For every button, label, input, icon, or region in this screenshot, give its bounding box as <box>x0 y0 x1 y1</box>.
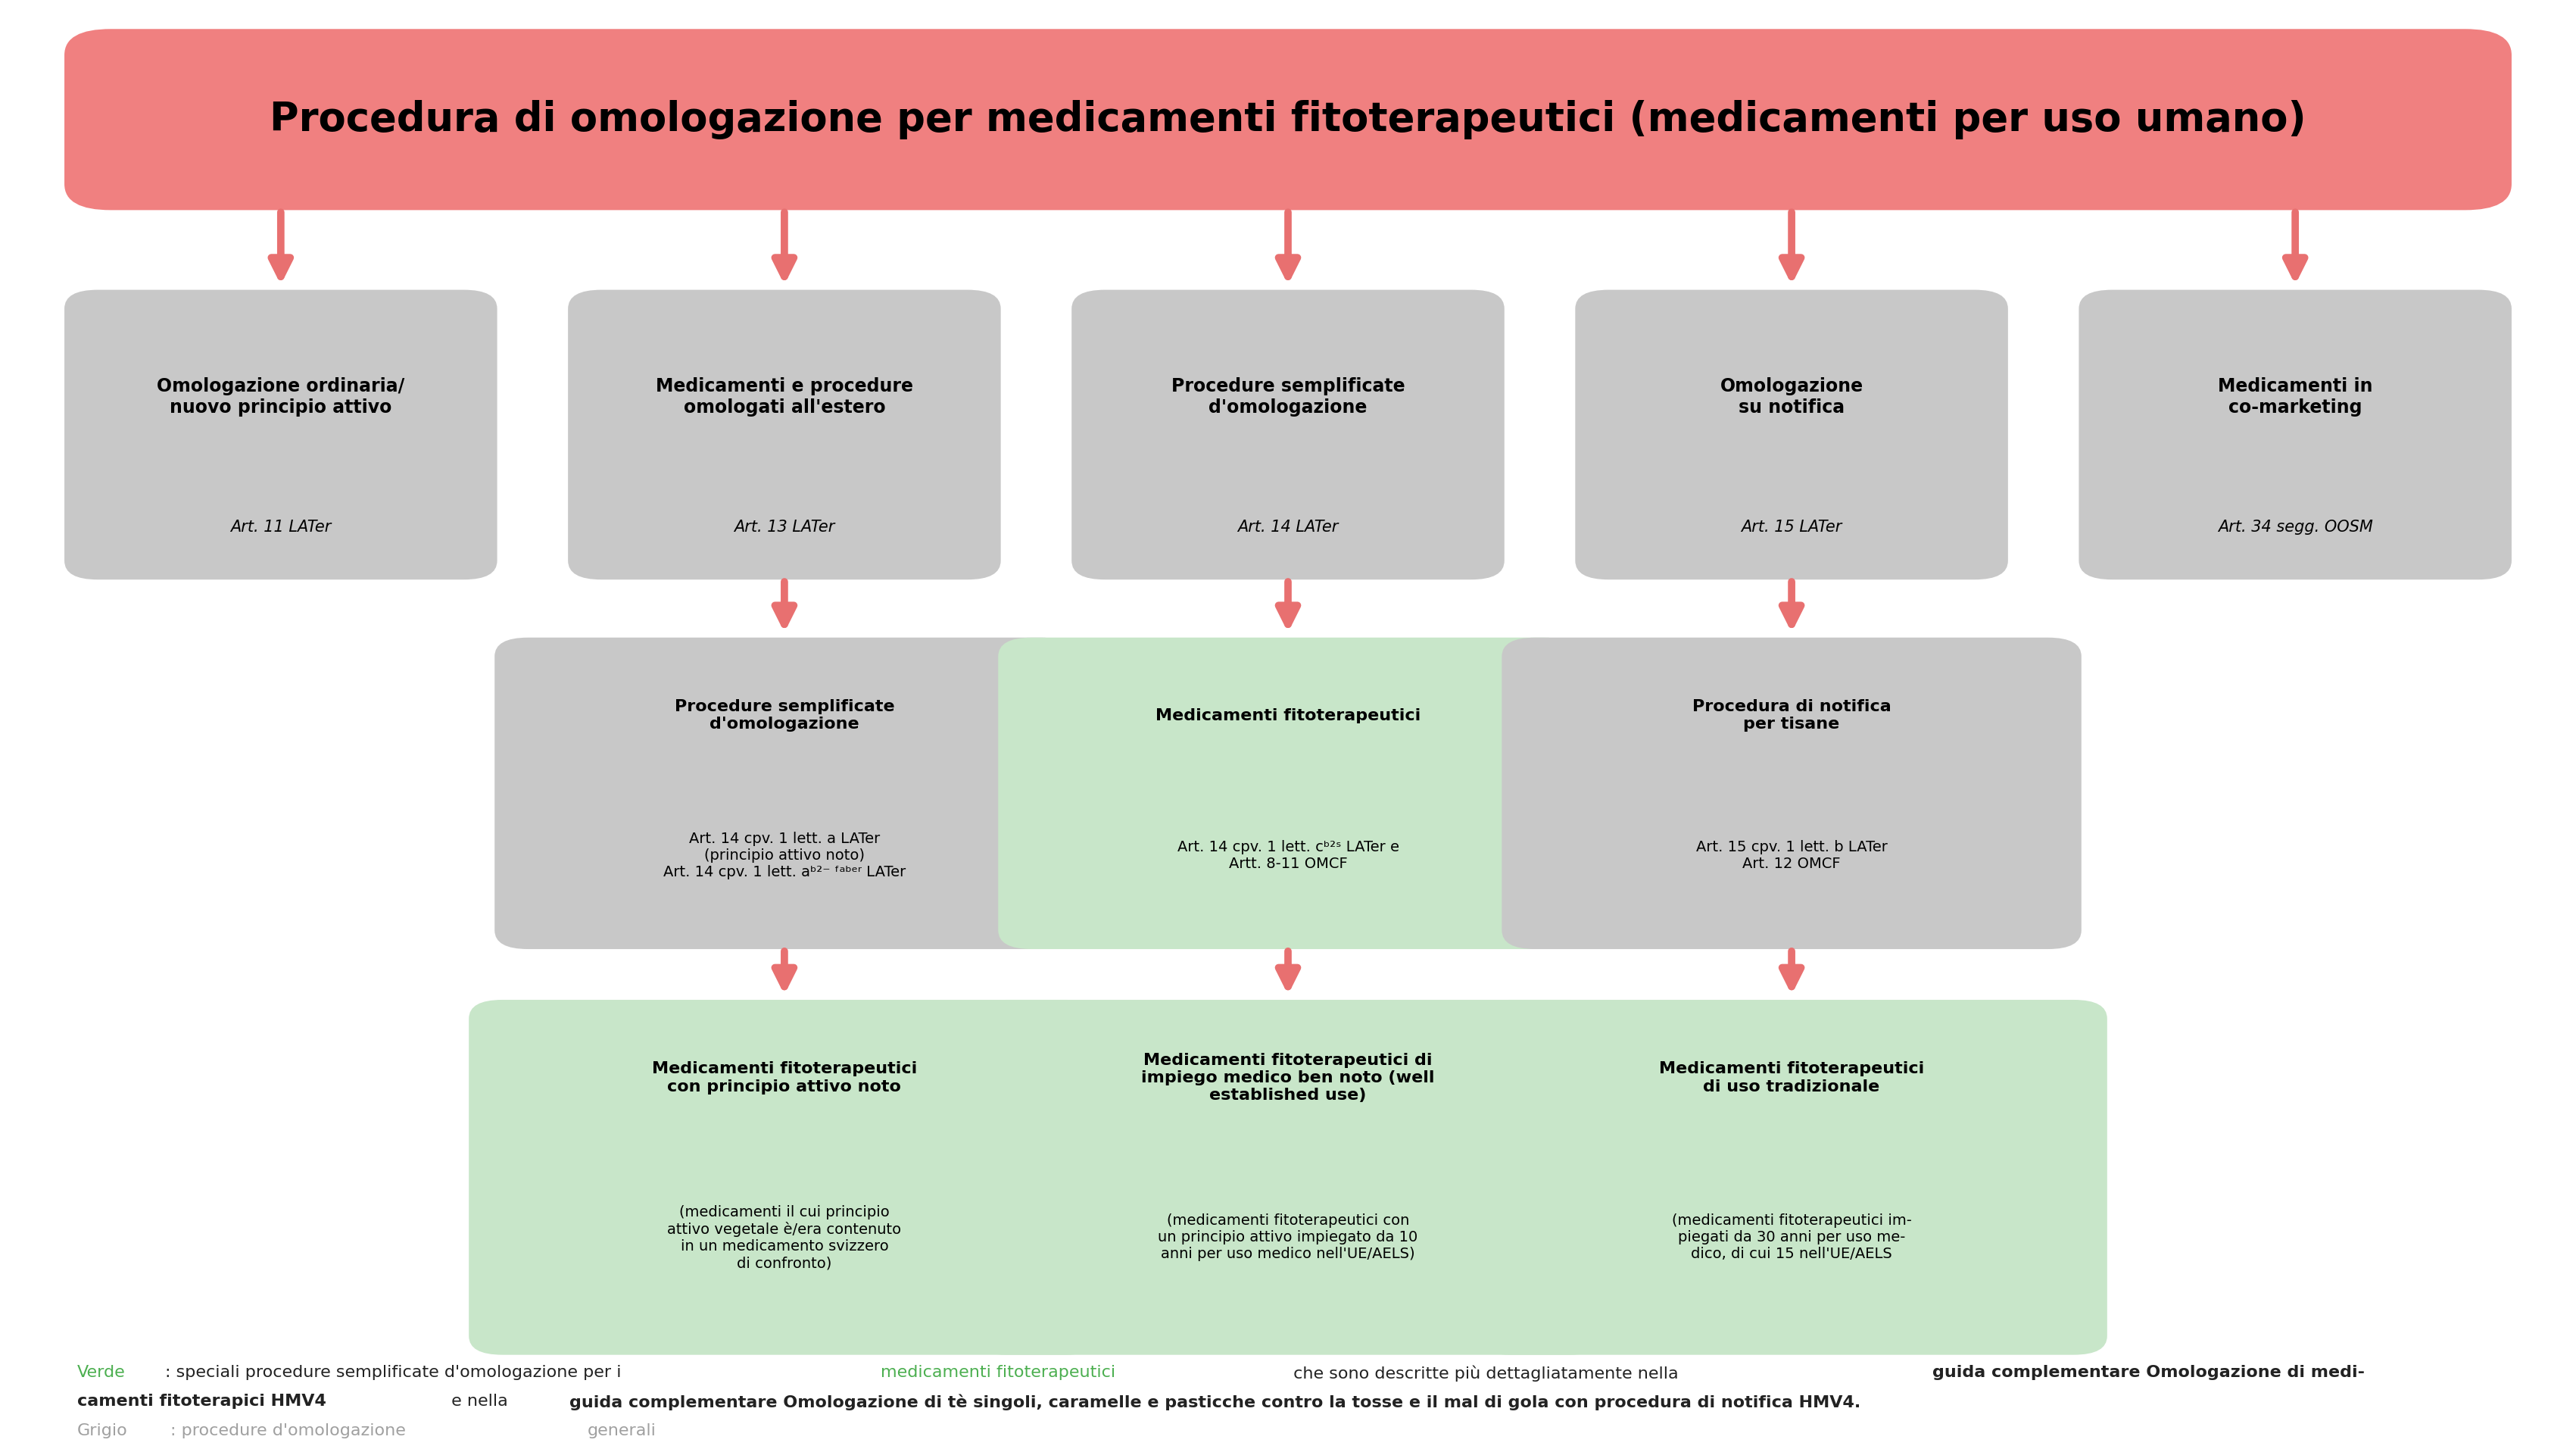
Text: Grigio: Grigio <box>77 1423 129 1437</box>
Text: Medicamenti e procedure
omologati all'estero: Medicamenti e procedure omologati all'es… <box>657 377 912 417</box>
Text: Medicamenti fitoterapeutici
con principio attivo noto: Medicamenti fitoterapeutici con principi… <box>652 1062 917 1094</box>
Text: Art. 15 LATer: Art. 15 LATer <box>1741 520 1842 535</box>
FancyBboxPatch shape <box>2079 290 2512 580</box>
Text: : speciali procedure semplificate d'omologazione per i: : speciali procedure semplificate d'omol… <box>165 1365 626 1379</box>
Text: Medicamenti fitoterapeutici di
impiego medico ben noto (well
established use): Medicamenti fitoterapeutici di impiego m… <box>1141 1053 1435 1103</box>
Text: medicamenti fitoterapeutici: medicamenti fitoterapeutici <box>881 1365 1115 1379</box>
FancyBboxPatch shape <box>971 1000 1602 1355</box>
Text: Art. 14 cpv. 1 lett. cᵇ²ˢ LATer e
Artt. 8-11 OMCF: Art. 14 cpv. 1 lett. cᵇ²ˢ LATer e Artt. … <box>1177 840 1399 871</box>
Text: Art. 34 segg. OOSM: Art. 34 segg. OOSM <box>2218 520 2372 535</box>
FancyBboxPatch shape <box>999 638 1577 949</box>
Text: guida complementare Omologazione di medi-: guida complementare Omologazione di medi… <box>1932 1365 2365 1379</box>
Text: Art. 11 LATer: Art. 11 LATer <box>229 520 332 535</box>
Text: e nella: e nella <box>446 1394 513 1408</box>
FancyBboxPatch shape <box>567 290 999 580</box>
Text: guida complementare Omologazione di tè singoli, caramelle e pasticche contro la : guida complementare Omologazione di tè s… <box>569 1394 1860 1410</box>
FancyBboxPatch shape <box>1072 290 1504 580</box>
Text: (medicamenti il cui principio
attivo vegetale è/era contenuto
in un medicamento : (medicamenti il cui principio attivo veg… <box>667 1206 902 1271</box>
FancyBboxPatch shape <box>1574 290 2009 580</box>
Text: Medicamenti in
co-marketing: Medicamenti in co-marketing <box>2218 377 2372 417</box>
Text: Medicamenti fitoterapeutici: Medicamenti fitoterapeutici <box>1157 709 1419 723</box>
Text: Art. 14 LATer: Art. 14 LATer <box>1236 520 1340 535</box>
Text: generali: generali <box>587 1423 657 1437</box>
Text: (medicamenti fitoterapeutici im-
piegati da 30 anni per uso me-
dico, di cui 15 : (medicamenti fitoterapeutici im- piegati… <box>1672 1214 1911 1262</box>
FancyBboxPatch shape <box>64 29 2512 210</box>
Text: camenti fitoterapici HMV4: camenti fitoterapici HMV4 <box>77 1394 327 1408</box>
Text: Procedure semplificate
d'omologazione: Procedure semplificate d'omologazione <box>675 698 894 732</box>
Text: Verde: Verde <box>77 1365 126 1379</box>
Text: Art. 14 cpv. 1 lett. a LATer
(principio attivo noto)
Art. 14 cpv. 1 lett. aᵇ²⁻ ᶠ: Art. 14 cpv. 1 lett. a LATer (principio … <box>662 832 907 880</box>
FancyBboxPatch shape <box>469 1000 1100 1355</box>
Text: : procedure d'omologazione: : procedure d'omologazione <box>170 1423 410 1437</box>
FancyBboxPatch shape <box>1502 638 2081 949</box>
FancyBboxPatch shape <box>495 638 1074 949</box>
Text: Procedura di notifica
per tisane: Procedura di notifica per tisane <box>1692 698 1891 732</box>
FancyBboxPatch shape <box>64 290 497 580</box>
Text: Omologazione ordinaria/
nuovo principio attivo: Omologazione ordinaria/ nuovo principio … <box>157 377 404 417</box>
Text: che sono descritte più dettagliatamente nella: che sono descritte più dettagliatamente … <box>1288 1365 1685 1381</box>
FancyBboxPatch shape <box>1476 1000 2107 1355</box>
Text: Procedure semplificate
d'omologazione: Procedure semplificate d'omologazione <box>1172 377 1404 417</box>
Text: Procedura di omologazione per medicamenti fitoterapeutici (medicamenti per uso u: Procedura di omologazione per medicament… <box>270 100 2306 139</box>
Text: Omologazione
su notifica: Omologazione su notifica <box>1721 377 1862 417</box>
Text: Art. 15 cpv. 1 lett. b LATer
Art. 12 OMCF: Art. 15 cpv. 1 lett. b LATer Art. 12 OMC… <box>1695 840 1888 871</box>
Text: Art. 13 LATer: Art. 13 LATer <box>734 520 835 535</box>
Text: Medicamenti fitoterapeutici
di uso tradizionale: Medicamenti fitoterapeutici di uso tradi… <box>1659 1062 1924 1094</box>
Text: (medicamenti fitoterapeutici con
un principio attivo impiegato da 10
anni per us: (medicamenti fitoterapeutici con un prin… <box>1159 1214 1417 1262</box>
